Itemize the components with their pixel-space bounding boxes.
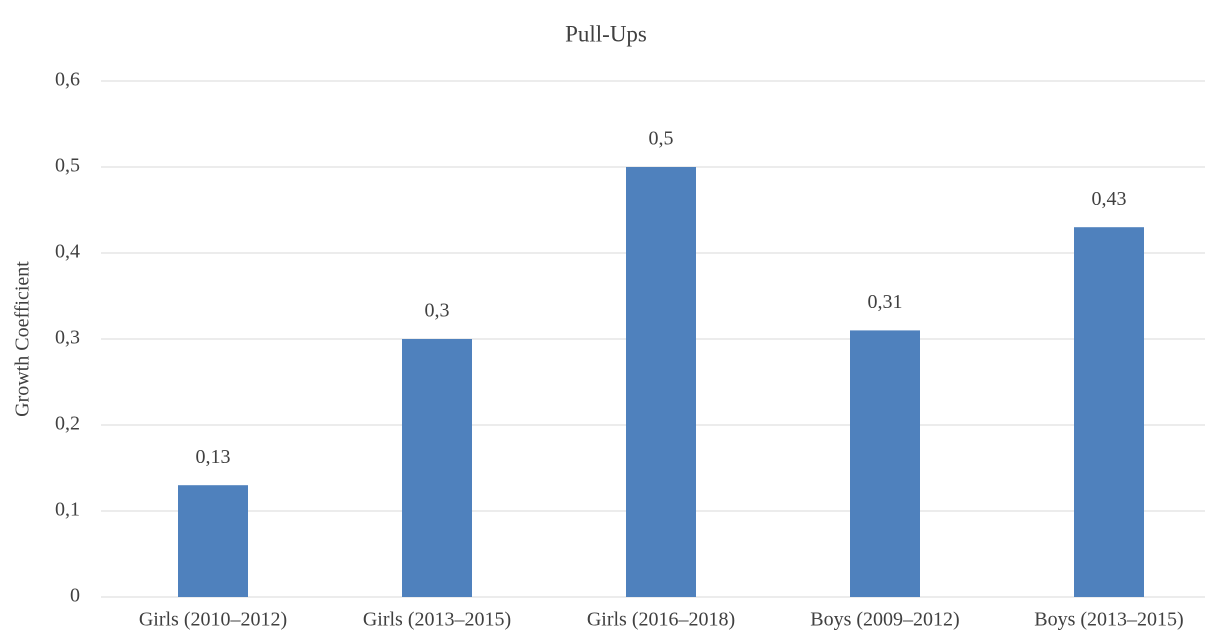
bar [850,330,920,597]
chart-title: Pull-Ups [565,21,647,46]
bar [1074,227,1144,597]
y-tick-label: 0,2 [55,413,80,435]
y-tick-label: 0,6 [55,69,80,91]
y-tick-label: 0 [70,585,80,607]
value-label: 0,5 [649,128,674,150]
value-label: 0,3 [425,300,450,322]
x-tick-label: Girls (2013–2015) [363,609,511,631]
y-tick-label: 0,5 [55,155,80,177]
value-label: 0,13 [196,446,231,468]
y-tick-label: 0,1 [55,499,80,521]
x-tick-label: Boys (2009–2012) [810,609,959,631]
bar [178,485,248,597]
value-label: 0,31 [868,291,903,313]
y-axis-label: Growth Coefficient [12,261,34,417]
bar [626,167,696,597]
y-tick-label: 0,3 [55,327,80,349]
value-label: 0,43 [1092,188,1127,210]
x-tick-label: Boys (2013–2015) [1034,609,1183,631]
x-tick-label: Girls (2010–2012) [139,609,287,631]
x-tick-label: Girls (2016–2018) [587,609,735,631]
y-tick-label: 0,4 [55,241,80,263]
bar [402,339,472,597]
